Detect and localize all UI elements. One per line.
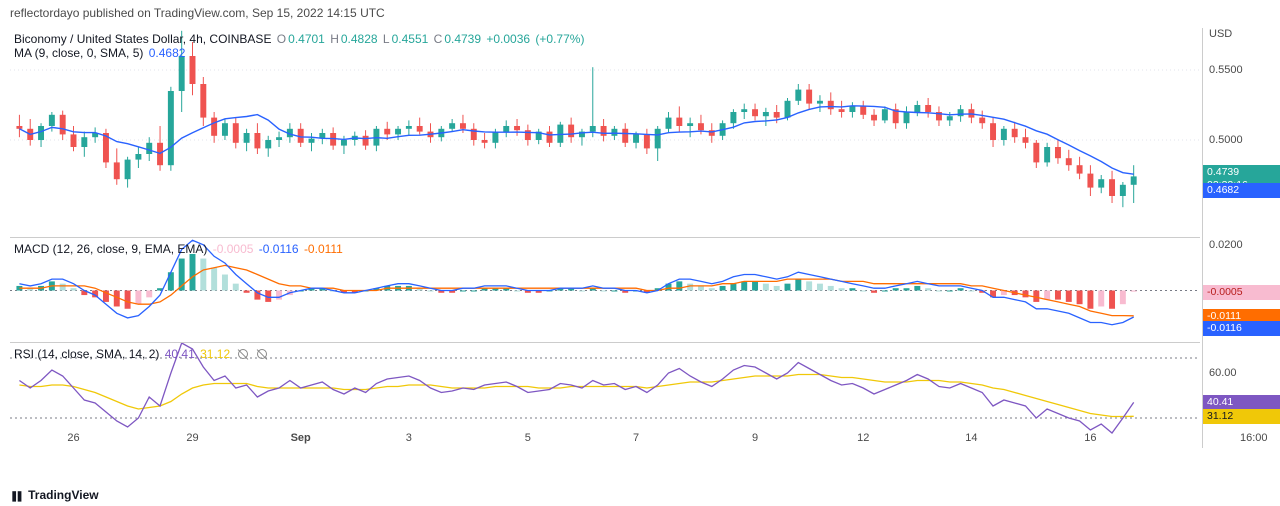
x-tick: 9 bbox=[752, 432, 758, 444]
macd-pane[interactable]: MACD (12, 26, close, 9, EMA, EMA) -0.000… bbox=[10, 238, 1200, 343]
chart-area: Biconomy / United States Dollar, 4h, COI… bbox=[0, 28, 1280, 468]
author: reflectordayo bbox=[10, 6, 79, 20]
y-axis-unit: USD bbox=[1209, 28, 1232, 40]
x-tick: 16 bbox=[1084, 432, 1096, 444]
ma-badge: 0.4682 bbox=[1203, 183, 1280, 198]
ma-title: MA (9, close, 0, SMA, 5) bbox=[14, 46, 143, 60]
time-axis[interactable]: 2629Sep357912141616:00 bbox=[10, 430, 1200, 450]
macd-y-axis[interactable]: 0.0200-0.0005-0.0111-0.0116 bbox=[1202, 238, 1280, 343]
x-tick: 14 bbox=[965, 432, 977, 444]
x-tick: 12 bbox=[857, 432, 869, 444]
x-tick: 3 bbox=[406, 432, 412, 444]
rsi-legend: RSI (14, close, SMA, 14, 2) 40.41 31.12 bbox=[14, 347, 269, 361]
hidden-band-icon bbox=[238, 349, 248, 359]
x-tick: Sep bbox=[291, 432, 311, 444]
price-y-axis[interactable]: USD 0.50000.55000.473902:32:160.4682 bbox=[1202, 28, 1280, 238]
price-legend: Biconomy / United States Dollar, 4h, COI… bbox=[14, 32, 586, 60]
timestamp: Sep 15, 2022 14:15 UTC bbox=[252, 6, 385, 20]
x-tick: 5 bbox=[525, 432, 531, 444]
hidden-band-icon bbox=[257, 349, 267, 359]
x-tick: 29 bbox=[186, 432, 198, 444]
macd-legend: MACD (12, 26, close, 9, EMA, EMA) -0.000… bbox=[14, 242, 345, 256]
publish-header: reflectordayo published on TradingView.c… bbox=[10, 6, 385, 20]
tradingview-logo: TradingView bbox=[10, 488, 99, 502]
price-pane[interactable]: Biconomy / United States Dollar, 4h, COI… bbox=[10, 28, 1200, 238]
x-tick: 7 bbox=[633, 432, 639, 444]
x-tick: 26 bbox=[67, 432, 79, 444]
site: TradingView.com bbox=[154, 6, 245, 20]
symbol-title: Biconomy / United States Dollar, 4h, COI… bbox=[14, 32, 271, 46]
